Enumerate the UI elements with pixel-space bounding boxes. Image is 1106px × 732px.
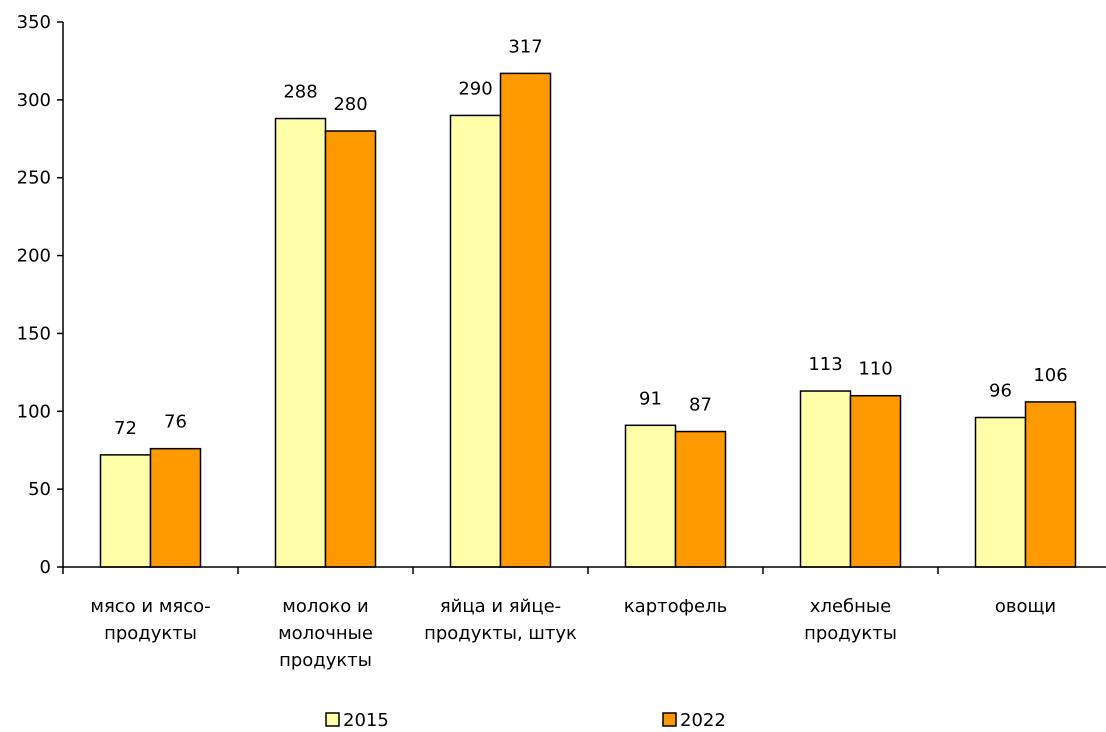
legend-label-2015: 2015 xyxy=(343,710,389,731)
bar-2015 xyxy=(799,390,852,568)
data-labels: 72 76 288 280 290 317 91 87 113 110 96 106 xyxy=(114,36,1068,439)
x-category-label: картофель xyxy=(624,596,727,617)
x-category-label-line: продукты xyxy=(804,623,897,644)
x-category-label: яйца и яйце-продукты, штук xyxy=(424,596,577,644)
bar-2015 xyxy=(99,454,152,568)
y-tick-label: 300 xyxy=(17,90,51,111)
bar-2015 xyxy=(449,114,502,568)
x-category-label-line: хлебные xyxy=(810,596,891,617)
x-category-label-line: молоко и xyxy=(282,596,368,617)
x-category-label: молоко и молочные продукты xyxy=(278,596,373,671)
legend-swatch-2015 xyxy=(325,712,340,727)
bars xyxy=(99,72,1077,568)
bar-2015 xyxy=(274,117,327,568)
data-label-2015: 96 xyxy=(989,381,1012,402)
x-category-label-line: яйца и яйце- xyxy=(440,596,561,617)
data-label-2022: 76 xyxy=(164,412,187,433)
x-category-label: мясо и мясо-продукты xyxy=(90,596,210,644)
bar-2022 xyxy=(674,430,727,568)
y-tick-label: 50 xyxy=(28,479,51,500)
x-category-label-line: овощи xyxy=(995,596,1056,617)
bar-2022 xyxy=(149,447,202,568)
bar-2022 xyxy=(1024,401,1077,568)
y-tick-label: 350 xyxy=(17,12,51,33)
y-tick-label: 100 xyxy=(17,401,51,422)
bar-2022 xyxy=(499,72,552,568)
y-axis: 0 50 100 150 200 250 300 350 xyxy=(17,12,64,578)
data-label-2015: 72 xyxy=(114,418,137,439)
x-category-label-line: молочные xyxy=(278,623,373,644)
data-label-2022: 317 xyxy=(508,36,542,57)
y-tick-label: 250 xyxy=(17,168,51,189)
bar-2022 xyxy=(849,394,902,568)
data-label-2015: 288 xyxy=(283,82,317,103)
data-label-2022: 87 xyxy=(689,395,712,416)
data-label-2015: 290 xyxy=(458,78,492,99)
data-label-2015: 91 xyxy=(639,388,662,409)
x-category-label-line: продукты, штук xyxy=(424,623,577,644)
x-category-label: хлебные продукты xyxy=(804,596,897,644)
bar-2022 xyxy=(324,130,377,568)
y-tick-label: 200 xyxy=(17,246,51,267)
x-category-label-line: картофель xyxy=(624,596,727,617)
y-tick-label: 0 xyxy=(40,557,51,578)
data-label-2015: 113 xyxy=(808,354,842,375)
bar-2015 xyxy=(624,424,677,568)
x-category-label-line: продукты xyxy=(279,650,372,671)
y-tick-label: 150 xyxy=(17,323,51,344)
legend-swatch-2022 xyxy=(662,712,677,727)
data-label-2022: 106 xyxy=(1033,365,1067,386)
x-category-label-line: мясо и мясо- xyxy=(90,596,210,617)
legend: 2015 2022 xyxy=(325,710,726,731)
x-axis: мясо и мясо-продукты молоко и молочные прод… xyxy=(62,566,1106,671)
x-category-label: овощи xyxy=(995,596,1056,617)
x-category-label-line: продукты xyxy=(104,623,197,644)
data-label-2022: 280 xyxy=(333,94,367,115)
legend-label-2022: 2022 xyxy=(680,710,726,731)
bar-2015 xyxy=(974,416,1027,568)
data-label-2022: 110 xyxy=(858,359,892,380)
